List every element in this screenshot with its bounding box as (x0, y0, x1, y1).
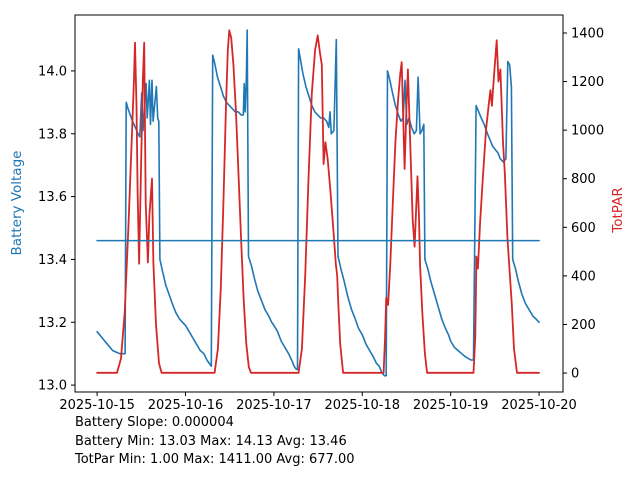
left-tick-label: 13.2 (38, 316, 67, 331)
left-tick-label: 13.8 (38, 127, 67, 142)
stat-battery-minmaxavg: Battery Min: 13.03 Max: 14.13 Avg: 13.46 (75, 433, 347, 449)
battery-voltage-line (96, 29, 540, 377)
stat-battery-slope: Battery Slope: 0.000004 (75, 415, 234, 430)
right-tick-label: 400 (571, 269, 596, 284)
right-tick-label: 1200 (571, 75, 604, 90)
x-tick-label: 2025-10-18 (324, 398, 400, 413)
left-tick-label: 13.0 (38, 379, 67, 394)
right-tick-label: 0 (571, 367, 579, 382)
y-axis-label-right: TotPAR (610, 187, 626, 233)
series-layer (96, 29, 540, 377)
x-tick-label: 2025-10-20 (501, 398, 577, 413)
x-tick-label: 2025-10-19 (413, 398, 489, 413)
stats-block: Battery Slope: 0.000004 Battery Min: 13.… (75, 414, 355, 470)
right-tick-label: 600 (571, 221, 596, 236)
x-tick-label: 2025-10-17 (236, 398, 312, 413)
x-tick-label: 2025-10-16 (148, 398, 224, 413)
left-tick-label: 13.6 (38, 190, 67, 205)
right-tick-label: 800 (571, 172, 596, 187)
x-tick-label: 2025-10-15 (59, 398, 135, 413)
right-tick-label: 200 (571, 318, 596, 333)
stat-totpar-minmaxavg: TotPar Min: 1.00 Max: 1411.00 Avg: 677.0… (75, 452, 355, 467)
left-tick-label: 14.0 (38, 64, 67, 79)
plot-border (74, 14, 564, 393)
right-tick-label: 1000 (571, 124, 604, 139)
totpar-line (96, 29, 540, 374)
y-axis-label-left: Battery Voltage (9, 150, 25, 256)
right-tick-label: 1400 (571, 26, 604, 41)
left-tick-label: 13.4 (38, 253, 67, 268)
